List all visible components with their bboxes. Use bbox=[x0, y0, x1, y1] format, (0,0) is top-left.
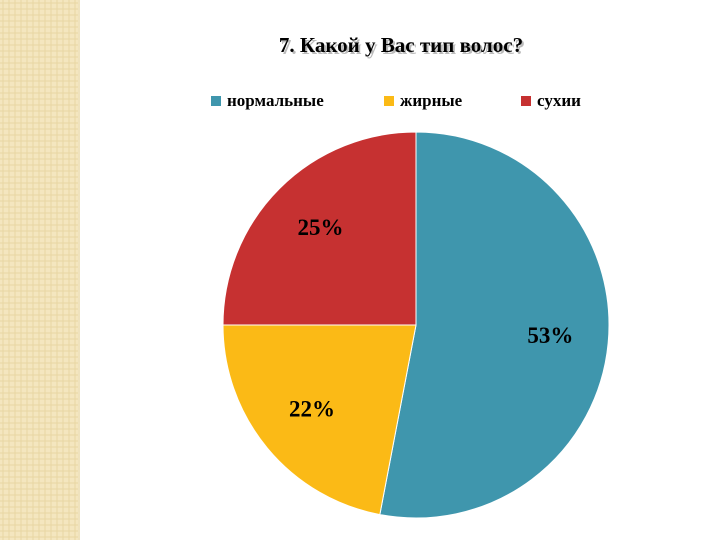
side-strip bbox=[0, 0, 78, 540]
legend: нормальные жирные сухии bbox=[211, 91, 581, 110]
data-label: 53% bbox=[527, 323, 573, 348]
legend-swatch bbox=[211, 96, 221, 106]
strip-edge bbox=[78, 0, 80, 540]
legend-label: жирные bbox=[400, 91, 463, 110]
pie-slice bbox=[379, 131, 610, 519]
pie-slice bbox=[222, 324, 417, 516]
data-label: 25% bbox=[298, 215, 344, 240]
legend-label: сухии bbox=[537, 91, 581, 110]
pie: 53% 22% 25% bbox=[222, 131, 610, 519]
data-label: 22% bbox=[289, 396, 335, 421]
legend-swatch bbox=[384, 96, 394, 106]
chart-title: 7. Какой у Вас тип волос? bbox=[279, 33, 523, 57]
legend-swatch bbox=[521, 96, 531, 106]
legend-label: нормальные bbox=[227, 91, 324, 110]
pie-slice bbox=[222, 131, 417, 326]
title-shadow: 7. Какой у Вас тип волос? bbox=[281, 35, 525, 59]
